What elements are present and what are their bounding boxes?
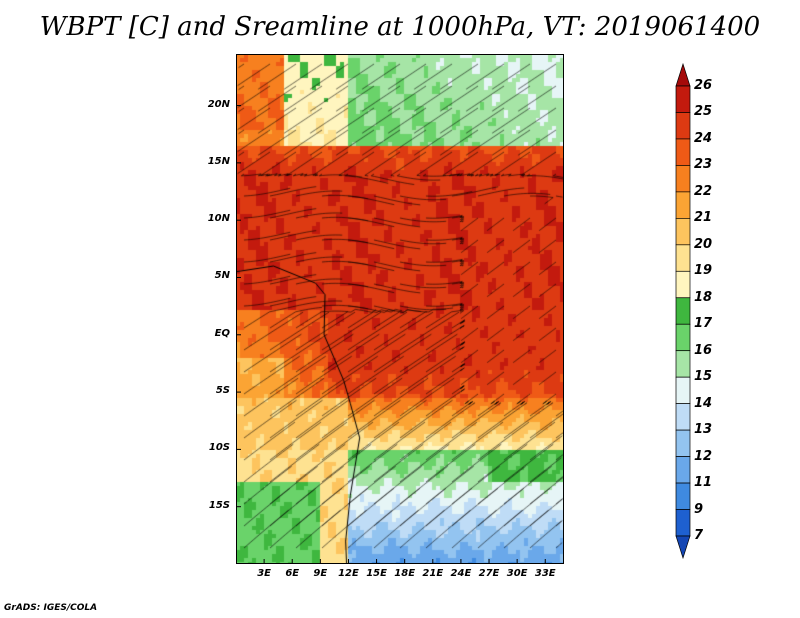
colorbar-level-label: 19 bbox=[694, 263, 713, 279]
lat-tick-label: 15N bbox=[207, 155, 230, 167]
colorbar-level-label: 11 bbox=[694, 475, 713, 491]
lon-tick-label: 15E bbox=[366, 568, 387, 579]
colorbar-swatch bbox=[675, 112, 691, 140]
colorbar-swatch bbox=[675, 218, 691, 246]
colorbar-level-label: 22 bbox=[694, 183, 713, 199]
lon-tick-label: 12E bbox=[338, 568, 359, 579]
colorbar-level-label: 18 bbox=[694, 289, 713, 305]
colorbar-swatch bbox=[675, 297, 691, 325]
colorbar-swatch bbox=[675, 323, 691, 352]
lon-tick-label: 18E bbox=[394, 568, 416, 579]
lat-tick-label: 10N bbox=[207, 213, 230, 225]
colorbar-swatch bbox=[675, 482, 691, 510]
colorbar-level-label: 12 bbox=[694, 448, 713, 464]
colorbar-swatch bbox=[675, 376, 691, 404]
colorbar-swatch bbox=[675, 165, 691, 193]
colorbar-swatch bbox=[675, 509, 691, 537]
colorbar-swatch bbox=[675, 403, 691, 431]
colorbar-level-label: 23 bbox=[694, 157, 713, 173]
colorbar-level-label: 16 bbox=[694, 342, 713, 358]
colorbar-level-label: 9 bbox=[694, 501, 704, 517]
colorbar-swatch bbox=[675, 191, 691, 219]
colorbar-level-label: 21 bbox=[694, 210, 713, 226]
lat-tick-label: 5N bbox=[214, 270, 230, 282]
lon-tick-label: 24E bbox=[450, 568, 472, 579]
colorbar-level-label: 15 bbox=[694, 369, 713, 385]
lon-tick-label: 6E bbox=[285, 568, 300, 579]
map-frame bbox=[236, 54, 564, 564]
lat-tick-label: EQ bbox=[214, 327, 230, 339]
colorbar-swatch bbox=[675, 244, 691, 272]
lon-tick-label: 27E bbox=[478, 568, 500, 579]
grads-credit: GrADS: IGES/COLA bbox=[4, 603, 98, 613]
lat-tick-label: 20N bbox=[207, 98, 230, 110]
map-title: WBPT [C] and Sreamline at 1000hPa, VT: 2… bbox=[39, 12, 761, 42]
colorbar-bottom-arrow bbox=[675, 535, 691, 560]
lon-tick-label: 30E bbox=[506, 568, 528, 579]
lon-tick-label: 9E bbox=[313, 568, 328, 579]
lat-tick-label: 15S bbox=[208, 499, 230, 511]
colorbar-level-label: 17 bbox=[694, 316, 713, 332]
colorbar-level-label: 7 bbox=[694, 528, 704, 543]
colorbar-level-label: 26 bbox=[694, 78, 713, 93]
colorbar-level-label: 14 bbox=[694, 395, 713, 411]
colorbar-swatch bbox=[675, 456, 691, 484]
colorbar-swatch bbox=[675, 138, 691, 166]
colorbar-level-label: 24 bbox=[694, 130, 713, 146]
lon-tick-label: 33E bbox=[534, 568, 556, 579]
wbpt-map bbox=[236, 54, 564, 564]
colorbar-swatch bbox=[675, 429, 691, 457]
wbpt-field-canvas bbox=[236, 54, 564, 564]
lat-tick-label: 5S bbox=[215, 385, 230, 397]
lat-tick-label: 10S bbox=[208, 442, 230, 454]
lon-tick-label: 21E bbox=[422, 568, 444, 579]
colorbar-swatch bbox=[675, 270, 691, 299]
colorbar-swatch bbox=[675, 85, 691, 113]
colorbar-level-label: 25 bbox=[694, 104, 713, 120]
lon-tick-label: 3E bbox=[257, 568, 271, 579]
colorbar-level-label: 20 bbox=[694, 236, 713, 252]
colorbar-swatch bbox=[675, 350, 691, 378]
colorbar-top-arrow bbox=[675, 62, 691, 87]
colorbar-level-label: 13 bbox=[694, 422, 713, 438]
